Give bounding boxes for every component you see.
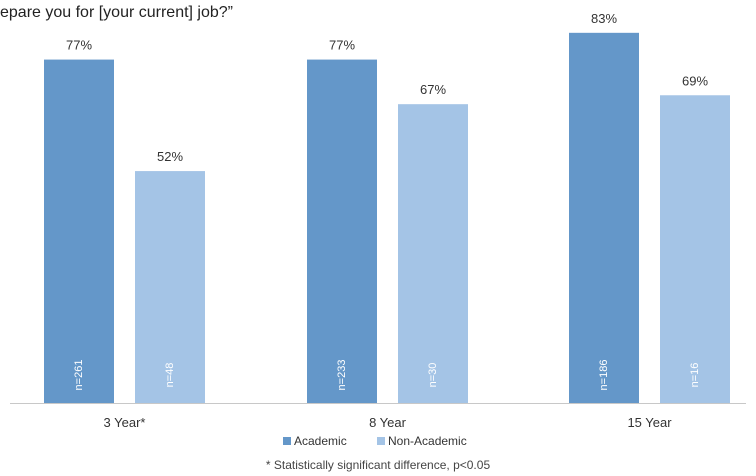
value-label-academic-3-year: 77%	[66, 38, 92, 53]
legend: Academic Non-Academic	[283, 434, 467, 448]
bar-academic-3-year	[44, 59, 114, 404]
value-label-academic-8-year: 77%	[329, 38, 355, 53]
value-label-non-academic-15-year: 69%	[682, 73, 708, 88]
n-label-non-academic-3-year: n=48	[164, 363, 176, 388]
n-label-academic-3-year: n=261	[73, 360, 85, 391]
bar-academic-15-year	[569, 32, 639, 403]
footnote: * Statistically significant difference, …	[265, 458, 491, 472]
value-label-academic-15-year: 83%	[591, 11, 617, 26]
legend-swatch-non-academic	[377, 437, 385, 445]
category-labels: 3 Year* 8 Year 15 Year	[104, 415, 673, 430]
value-label-non-academic-8-year: 67%	[420, 82, 446, 97]
legend-label-academic: Academic	[294, 434, 347, 448]
category-label-3-year: 3 Year*	[104, 415, 146, 430]
legend-label-non-academic: Non-Academic	[388, 434, 467, 448]
category-label-15-year: 15 Year	[627, 415, 672, 430]
bar-non-academic-8-year	[398, 104, 468, 404]
bars-group	[44, 32, 730, 404]
n-label-academic-8-year: n=233	[336, 360, 348, 391]
bar-non-academic-15-year	[660, 95, 730, 403]
legend-swatch-academic	[283, 437, 291, 445]
bar-academic-8-year	[307, 59, 377, 404]
n-label-non-academic-15-year: n=16	[689, 363, 701, 388]
n-label-academic-15-year: n=186	[598, 360, 610, 391]
bar-non-academic-3-year	[135, 171, 205, 403]
n-label-non-academic-8-year: n=30	[427, 363, 439, 388]
value-label-non-academic-3-year: 52%	[157, 149, 183, 164]
labels-group: 77% n=261 52% n=48 77% n=233 67% n=30 83% n=186 69…	[66, 11, 708, 391]
chart-title: epare you for [your current] job?”	[0, 4, 234, 21]
category-label-8-year: 8 Year	[369, 415, 407, 430]
